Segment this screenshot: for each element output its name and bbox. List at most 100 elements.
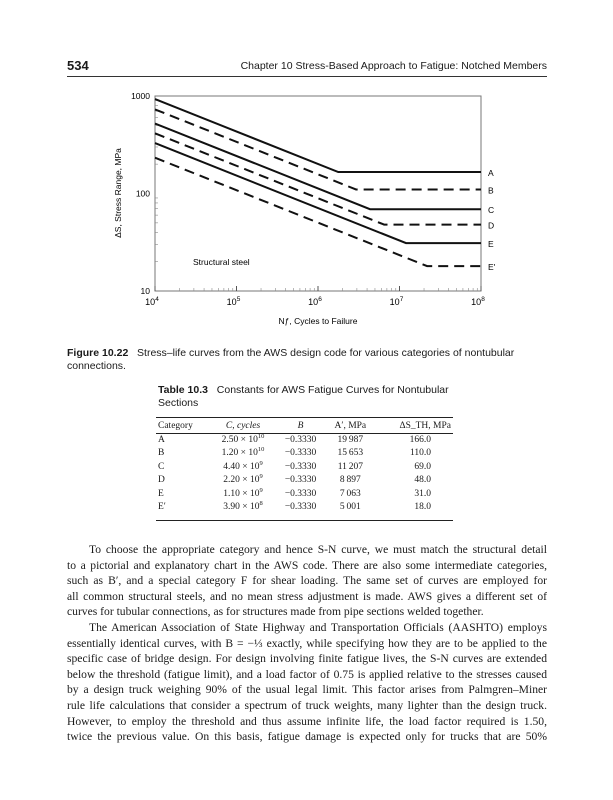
- cell-c: 1.10 × 109: [223, 486, 263, 499]
- x-tick-label: 105: [227, 296, 241, 307]
- table-title: Table 10.3 Constants for AWS Fatigue Cur…: [158, 384, 458, 410]
- tick-exponent: 6: [318, 296, 322, 303]
- body-line: twice the previous value. On this basis,…: [67, 730, 547, 744]
- y-tick-label: 1000: [131, 91, 150, 101]
- col-c: C, cycles: [210, 417, 276, 434]
- table-row: B 1.20 × 1010 −0.3330 15 653 110.0: [156, 447, 453, 460]
- sn-curve-d: [154, 132, 481, 226]
- body-line: below the threshold (fatigue limit), and…: [67, 667, 547, 681]
- body-line: by a design truck weighing 90% of the us…: [67, 683, 547, 697]
- curve-label: E': [488, 262, 496, 272]
- tick-exponent: 4: [155, 296, 159, 303]
- cell-threshold: 69.0: [414, 461, 431, 472]
- table-row: D 2.20 × 109 −0.3330 8 897 48.0: [156, 473, 453, 487]
- body-line: The American Association of State Highwa…: [89, 620, 547, 634]
- c-mantissa: 2.50: [221, 435, 239, 445]
- x-tick-label: 107: [390, 296, 404, 307]
- body-line: curves for tubular connections, as for s…: [67, 605, 484, 619]
- header-rule: [67, 76, 547, 77]
- x-tick-label: 108: [471, 296, 485, 307]
- c-mantissa: 1.10: [223, 488, 240, 499]
- cell-a-prime: 8 897: [339, 475, 361, 486]
- cell-b: −0.3330: [284, 435, 317, 445]
- tick-exponent: 7: [400, 296, 404, 303]
- aws-constants-table: Category C, cycles B A′, MPa ΔS_TH, MPa …: [156, 417, 453, 522]
- c-exponent: 9: [259, 486, 263, 494]
- c-mantissa: 3.90: [223, 502, 240, 513]
- tick-base: 10: [227, 297, 237, 307]
- curve-label: C: [488, 205, 494, 215]
- sn-curve-c: [154, 122, 481, 211]
- cell-b: −0.3330: [284, 448, 317, 459]
- col-a-prime: A′, MPa: [325, 417, 376, 434]
- body-text: To choose the appropriate category and h…: [67, 542, 547, 745]
- c-exponent: 9: [259, 473, 263, 481]
- cell-c: 3.90 × 108: [223, 500, 263, 513]
- page-number: 534: [67, 58, 89, 73]
- body-line: However, to employ the threshold and thu…: [67, 714, 547, 728]
- cell-c: 4.40 × 109: [223, 459, 263, 472]
- c-exponent: 8: [259, 500, 263, 508]
- sn-curve-e: [154, 142, 481, 245]
- table-header-row: Category C, cycles B A′, MPa ΔS_TH, MPa: [156, 417, 453, 434]
- tick-base: 10: [471, 297, 481, 307]
- cell-threshold: 48.0: [414, 475, 431, 486]
- body-line: specific case of bridge design. For desi…: [67, 652, 547, 666]
- figure-label: Figure 10.22: [67, 347, 129, 359]
- cell-c: 2.20 × 109: [223, 473, 263, 486]
- cell-a-prime: 5 001: [339, 502, 361, 513]
- table-row: E 1.10 × 109 −0.3330 7 063 31.0: [156, 486, 453, 501]
- cell-threshold: 18.0: [414, 502, 431, 513]
- c-exponent: 10: [257, 446, 265, 454]
- c-mantissa: 4.40: [223, 461, 240, 472]
- curve-label: D: [488, 221, 494, 231]
- figure-caption-text: Stress–life curves from the AWS design c…: [67, 347, 515, 372]
- tick-base: 10: [145, 297, 155, 307]
- body-line: To choose the appropriate category and h…: [89, 543, 547, 556]
- cell-threshold: 110.0: [409, 448, 431, 459]
- cell-a-prime: 7 063: [339, 488, 361, 499]
- y-axis-label: ΔS, Stress Range, MPa: [113, 148, 123, 238]
- body-line: to a pictorial and explanatory chart in …: [67, 558, 547, 572]
- curve-label: B: [488, 185, 494, 195]
- cell-b: −0.3330: [284, 475, 317, 486]
- cell-a-prime: 19 987: [337, 435, 364, 445]
- tick-base: 10: [308, 297, 318, 307]
- table-row: C 4.40 × 109 −0.3330 11 207 69.0: [156, 459, 453, 474]
- tick-exponent: 8: [481, 296, 485, 303]
- cell-threshold: 166.0: [409, 435, 431, 445]
- body-line: such as B′, and a special category F for…: [67, 574, 547, 588]
- figure-caption: Figure 10.22 Stress–life curves from the…: [67, 347, 537, 373]
- cell-a-prime: 15 653: [337, 448, 364, 459]
- table-label: Table 10.3: [158, 384, 208, 396]
- cell-category: C: [158, 461, 165, 472]
- c-exponent: 10: [257, 433, 265, 440]
- x-axis-label: Nƒ, Cycles to Failure: [279, 316, 358, 326]
- cell-c: 2.50 × 1010: [221, 433, 265, 445]
- cell-a-prime: 11 207: [337, 461, 363, 472]
- cell-b: −0.3330: [284, 488, 317, 499]
- body-line: essentially identical curves, with B = −…: [67, 636, 547, 650]
- sn-curve-a: [154, 98, 481, 174]
- table-row: E′ 3.90 × 108 −0.3330 5 001 18.0: [156, 500, 453, 521]
- y-tick-label: 100: [136, 189, 150, 199]
- curve-label: E: [488, 239, 494, 249]
- sn-curve-e-prime: [154, 156, 481, 268]
- tick-exponent: 5: [237, 296, 241, 303]
- col-category: Category: [156, 417, 211, 434]
- cell-category: A: [158, 435, 165, 445]
- cell-category: E: [158, 488, 164, 499]
- body-line: all common structural steels, and no mea…: [67, 589, 547, 603]
- cell-b: −0.3330: [284, 502, 317, 513]
- x-tick-label: 106: [308, 296, 322, 307]
- sn-curve-b: [154, 108, 481, 191]
- col-threshold: ΔS_TH, MPa: [375, 417, 453, 434]
- cell-c: 1.20 × 1010: [221, 446, 265, 459]
- curve-label: A: [488, 168, 494, 178]
- c-mantissa: 2.20: [223, 475, 240, 486]
- tick-base: 10: [390, 297, 400, 307]
- c-exponent: 9: [259, 459, 263, 467]
- table-title-text: Constants for AWS Fatigue Curves for Non…: [158, 384, 449, 409]
- c-mantissa: 1.20: [221, 448, 239, 459]
